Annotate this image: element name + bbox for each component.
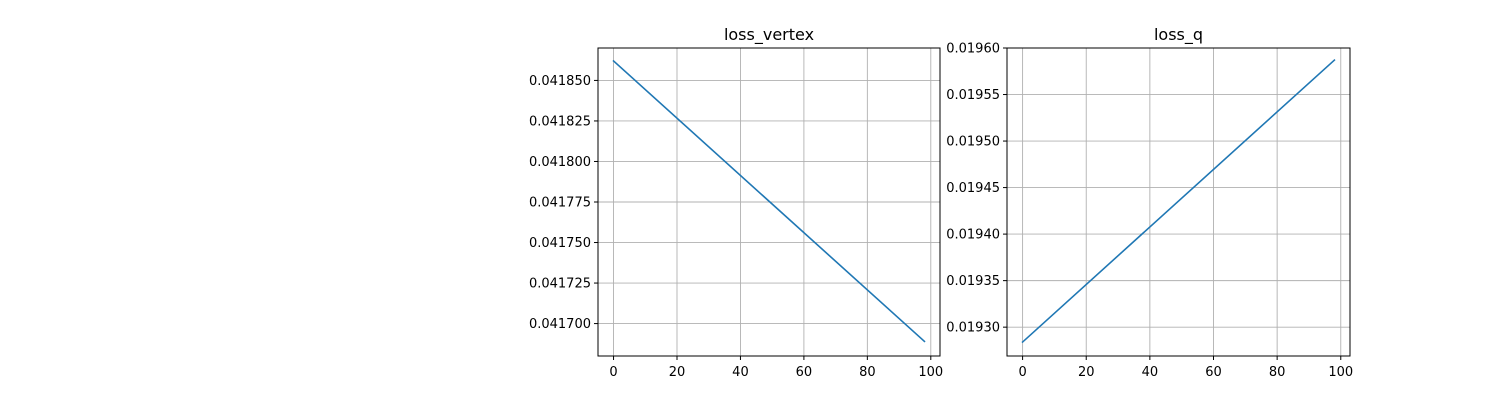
- y-tick-label: 0.041750: [529, 236, 591, 251]
- y-tick-label: 0.01955: [946, 88, 1000, 103]
- series-line-0: [612, 59, 926, 343]
- plot-frame: [1006, 47, 1351, 357]
- y-tick-label: 0.041800: [529, 155, 591, 170]
- y-tick-label: 0.041825: [529, 114, 591, 129]
- y-tick-label: 0.041775: [529, 196, 591, 211]
- chart-1: 0 20 40 60 80 100 0.01930 0.01935 0.01940 0.01945…: [946, 25, 1353, 380]
- x-tick-label: 60: [796, 365, 813, 380]
- series-line-0: [1021, 58, 1336, 344]
- x-tick-label: 0: [609, 365, 617, 380]
- y-tick-label: 0.01940: [946, 228, 1000, 243]
- y-tick-label: 0.01960: [946, 42, 1000, 57]
- x-tick-label: 100: [1328, 365, 1353, 380]
- x-tick-label: 60: [1205, 365, 1222, 380]
- y-tick-label: 0.01945: [946, 181, 1000, 196]
- x-tick-label: 100: [918, 365, 943, 380]
- x-tick-label: 20: [1078, 365, 1095, 380]
- x-tick-label: 40: [1142, 365, 1159, 380]
- chart-title: loss_q: [1154, 25, 1203, 45]
- x-tick-label: 80: [859, 365, 876, 380]
- y-tick-label: 0.01930: [946, 321, 1000, 336]
- y-tick-label: 0.041700: [529, 317, 591, 332]
- y-tick-label: 0.01950: [946, 135, 1000, 150]
- chart-0: 0 20 40 60 80 100 0.041700 0.041725 0.041750 0.04…: [529, 25, 943, 380]
- x-tick-label: 40: [732, 365, 749, 380]
- y-tick-label: 0.01935: [946, 274, 1000, 289]
- x-tick-label: 0: [1018, 365, 1026, 380]
- x-tick-label: 80: [1269, 365, 1286, 380]
- y-tick-label: 0.041850: [529, 74, 591, 89]
- x-tick-label: 20: [669, 365, 686, 380]
- y-tick-label: 0.041725: [529, 277, 591, 292]
- chart-title: loss_vertex: [724, 25, 814, 45]
